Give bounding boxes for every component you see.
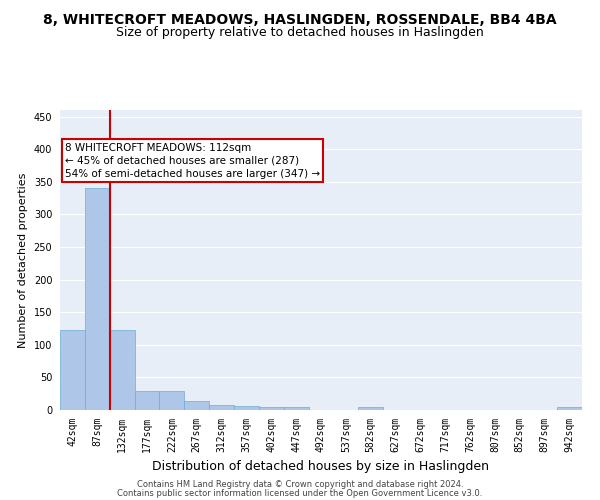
Bar (234, 406, 259, 410)
Bar (284, 408, 308, 410)
Bar (557, 408, 582, 410)
Bar (259, 408, 284, 410)
Bar (134, 391, 160, 410)
Text: 8, WHITECROFT MEADOWS, HASLINGDEN, ROSSENDALE, BB4 4BA: 8, WHITECROFT MEADOWS, HASLINGDEN, ROSSE… (43, 12, 557, 26)
Bar (60, 330, 85, 410)
X-axis label: Distribution of detached houses by size in Haslingden: Distribution of detached houses by size … (152, 460, 490, 473)
Y-axis label: Number of detached properties: Number of detached properties (18, 172, 28, 348)
Bar (358, 408, 383, 410)
Text: Contains public sector information licensed under the Open Government Licence v3: Contains public sector information licen… (118, 489, 482, 498)
Text: Contains HM Land Registry data © Crown copyright and database right 2024.: Contains HM Land Registry data © Crown c… (137, 480, 463, 489)
Bar (184, 401, 209, 410)
Bar (209, 405, 234, 410)
Text: 8 WHITECROFT MEADOWS: 112sqm
← 45% of detached houses are smaller (287)
54% of s: 8 WHITECROFT MEADOWS: 112sqm ← 45% of de… (65, 142, 320, 179)
Bar (110, 330, 134, 410)
Text: Size of property relative to detached houses in Haslingden: Size of property relative to detached ho… (116, 26, 484, 39)
Bar (85, 188, 110, 410)
Bar (160, 391, 184, 410)
